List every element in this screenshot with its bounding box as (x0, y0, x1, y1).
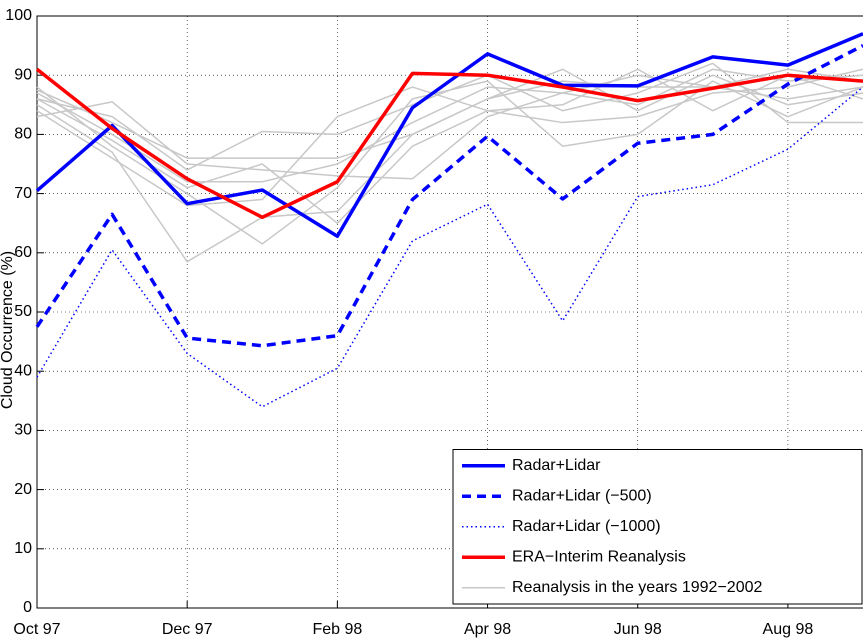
x-tick-label: Dec 97 (162, 621, 213, 638)
x-tick-label: Oct 97 (13, 621, 60, 638)
reanalysis-line (36, 68, 863, 207)
x-tick-label: Jun 98 (614, 621, 662, 638)
reanalysis-line (36, 68, 863, 224)
y-tick-label: 10 (14, 540, 32, 557)
x-tick-label: Apr 98 (464, 621, 511, 638)
y-tick-label: 30 (14, 422, 32, 439)
reanalysis-line (36, 68, 863, 159)
reanalysis-line (36, 68, 863, 180)
y-tick-label: 80 (14, 126, 32, 143)
legend-label: Radar+Lidar (−500) (512, 487, 652, 504)
y-tick-label: 70 (14, 185, 32, 202)
y-tick-label: 50 (14, 303, 32, 320)
series-line (35, 32, 863, 238)
series-line (36, 86, 863, 408)
legend-label: Radar+Lidar (512, 457, 601, 474)
legend-box (452, 449, 863, 605)
y-tick-label: 60 (14, 244, 32, 261)
reanalysis-line (36, 62, 863, 171)
legend-label: Reanalysis in the years 1992−2002 (512, 579, 762, 596)
y-tick-label: 40 (14, 362, 32, 379)
axes-frame (36, 15, 863, 609)
y-axis-label: Cloud Occurrence (%) (0, 251, 16, 409)
y-tick-label: 20 (14, 481, 32, 498)
y-tick-label: 0 (23, 599, 32, 616)
legend-label: ERA−Interim Reanalysis (512, 548, 686, 565)
reanalysis-line (36, 74, 863, 183)
legend-label: Radar+Lidar (−1000) (512, 518, 661, 535)
y-tick-label: 100 (5, 7, 32, 24)
series-line (35, 44, 863, 348)
y-tick-label: 90 (14, 66, 32, 83)
series-line (35, 67, 863, 220)
x-tick-label: Feb 98 (312, 621, 362, 638)
x-tick-label: Aug 98 (763, 621, 814, 638)
